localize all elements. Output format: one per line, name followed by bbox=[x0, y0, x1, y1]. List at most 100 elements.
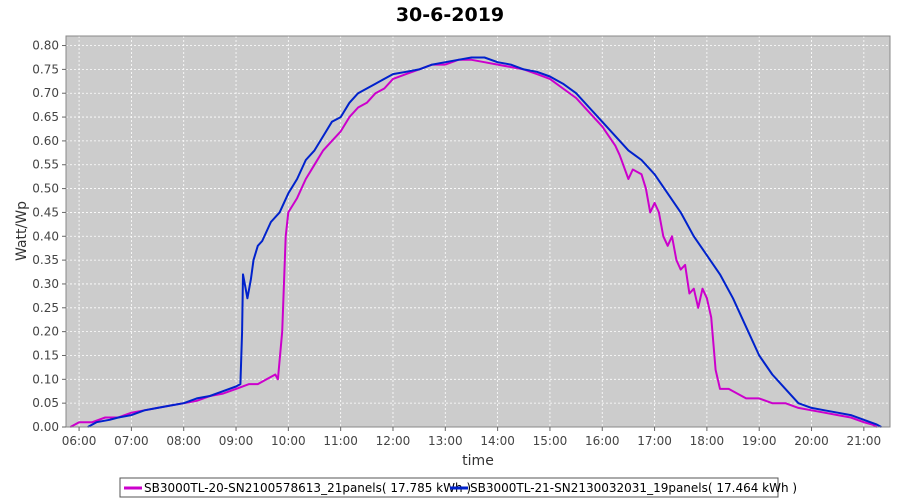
y-tick-label: 0.15 bbox=[32, 348, 59, 362]
data-point-series-1 bbox=[662, 235, 664, 237]
data-point-series-1 bbox=[392, 78, 394, 80]
y-tick-label: 0.30 bbox=[32, 277, 59, 291]
data-point-series-2 bbox=[483, 56, 486, 59]
data-point-series-1 bbox=[196, 400, 198, 402]
x-tick-label: 21:00 bbox=[847, 434, 882, 448]
data-point-series-1 bbox=[675, 259, 678, 261]
data-point-series-1 bbox=[719, 388, 721, 390]
data-point-series-1 bbox=[91, 421, 93, 423]
data-point-series-1 bbox=[348, 116, 350, 118]
data-point-series-2 bbox=[170, 404, 172, 407]
data-point-series-1 bbox=[758, 397, 760, 399]
data-point-series-1 bbox=[601, 126, 603, 128]
data-point-series-1 bbox=[130, 412, 132, 414]
data-point-series-2 bbox=[588, 106, 590, 109]
data-point-series-1 bbox=[645, 188, 647, 190]
data-point-series-1 bbox=[632, 168, 634, 171]
y-tick-label: 0.05 bbox=[32, 396, 59, 410]
y-tick-label: 0.55 bbox=[32, 158, 59, 172]
x-tick-label: 16:00 bbox=[585, 434, 620, 448]
data-point-series-2 bbox=[244, 283, 246, 285]
x-tick-label: 20:00 bbox=[794, 434, 829, 448]
data-point-series-2 bbox=[257, 245, 259, 247]
legend-label-series-2: SB3000TL-21-SN2130032031_19panels( 17.46… bbox=[470, 481, 797, 495]
y-tick-label: 0.80 bbox=[32, 39, 59, 53]
data-point-series-1 bbox=[671, 235, 673, 237]
x-tick-label: 09:00 bbox=[219, 434, 254, 448]
data-point-series-2 bbox=[405, 71, 407, 73]
data-point-series-2 bbox=[246, 297, 248, 299]
data-point-series-1 bbox=[810, 409, 813, 411]
data-point-series-1 bbox=[667, 245, 669, 247]
y-tick-label: 0.50 bbox=[32, 182, 59, 196]
data-point-series-1 bbox=[444, 64, 446, 66]
x-tick-label: 15:00 bbox=[533, 434, 568, 448]
data-point-series-1 bbox=[614, 145, 616, 147]
series-lines bbox=[69, 56, 882, 428]
data-point-series-1 bbox=[627, 178, 630, 180]
data-point-series-1 bbox=[706, 297, 708, 299]
data-point-series-2 bbox=[810, 407, 813, 409]
data-point-series-1 bbox=[313, 164, 316, 166]
x-tick-label: 14:00 bbox=[480, 434, 515, 448]
data-point-series-1 bbox=[248, 383, 250, 385]
data-point-series-1 bbox=[274, 373, 276, 376]
data-point-series-1 bbox=[562, 87, 564, 90]
data-point-series-2 bbox=[261, 240, 263, 242]
data-point-series-1 bbox=[797, 407, 800, 409]
data-point-series-1 bbox=[680, 269, 682, 271]
data-point-series-1 bbox=[588, 111, 590, 113]
data-point-series-1 bbox=[470, 59, 473, 61]
data-point-series-2 bbox=[797, 402, 800, 404]
x-tick-label: 07:00 bbox=[114, 434, 149, 448]
data-point-series-1 bbox=[736, 393, 739, 395]
data-point-series-2 bbox=[876, 424, 878, 426]
data-point-series-2 bbox=[392, 73, 394, 75]
y-tick-label: 0.45 bbox=[32, 205, 59, 219]
data-point-series-2 bbox=[719, 273, 721, 275]
data-point-series-1 bbox=[235, 388, 237, 390]
data-point-series-2 bbox=[431, 64, 433, 66]
data-point-series-1 bbox=[824, 412, 826, 414]
x-tick-label: 12:00 bbox=[376, 434, 411, 448]
data-point-series-2 bbox=[497, 61, 499, 63]
data-point-series-2 bbox=[523, 68, 525, 70]
data-point-series-2 bbox=[771, 373, 773, 376]
data-point-series-2 bbox=[640, 159, 643, 161]
y-tick-label: 0.20 bbox=[32, 325, 59, 339]
data-point-series-2 bbox=[374, 83, 377, 85]
y-tick-label: 0.70 bbox=[32, 86, 59, 100]
data-point-series-2 bbox=[340, 116, 342, 118]
data-point-series-2 bbox=[601, 121, 603, 123]
y-tick-label: 0.00 bbox=[32, 420, 59, 434]
chart-title: 30-6-2019 bbox=[396, 4, 504, 26]
data-point-series-1 bbox=[649, 211, 651, 213]
data-point-series-2 bbox=[305, 159, 307, 161]
data-point-series-2 bbox=[366, 87, 368, 90]
data-point-series-2 bbox=[693, 235, 695, 237]
data-point-series-2 bbox=[863, 419, 865, 421]
data-point-series-2 bbox=[850, 414, 852, 416]
data-point-series-1 bbox=[745, 397, 747, 399]
data-point-series-1 bbox=[872, 424, 874, 426]
x-tick-label: 13:00 bbox=[428, 434, 463, 448]
data-point-series-2 bbox=[706, 254, 708, 256]
data-point-series-1 bbox=[536, 73, 538, 75]
y-tick-label: 0.75 bbox=[32, 62, 59, 76]
data-point-series-2 bbox=[130, 414, 132, 416]
data-point-series-2 bbox=[667, 192, 669, 194]
data-point-series-2 bbox=[680, 211, 682, 213]
data-point-series-2 bbox=[242, 273, 244, 275]
data-point-series-2 bbox=[614, 135, 616, 137]
data-point-series-1 bbox=[697, 307, 699, 309]
data-point-series-1 bbox=[863, 421, 865, 423]
data-point-series-1 bbox=[277, 378, 279, 380]
data-point-series-1 bbox=[287, 211, 289, 213]
data-point-series-1 bbox=[510, 66, 512, 68]
y-tick-label: 0.10 bbox=[32, 372, 59, 386]
grid bbox=[66, 36, 890, 428]
data-point-series-1 bbox=[405, 73, 407, 75]
data-point-series-2 bbox=[536, 71, 538, 73]
data-point-series-2 bbox=[470, 56, 473, 59]
